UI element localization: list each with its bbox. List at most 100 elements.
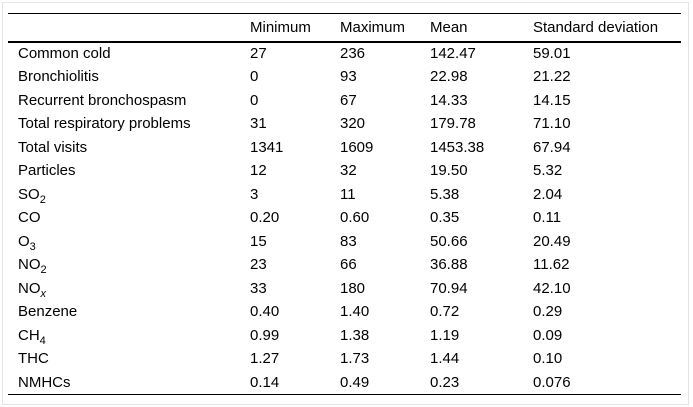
table-row: NO2 23 66 36.88 11.62: [8, 253, 681, 277]
column-header-empty: [8, 14, 250, 42]
cell-max: 1.73: [340, 350, 370, 368]
table-row: CH4 0.99 1.38 1.19 0.09: [8, 324, 681, 348]
cell-min: 0.20: [250, 209, 280, 227]
cell-sd: 71.10: [533, 115, 571, 133]
cell-max: 32: [340, 162, 357, 180]
cell-max: 11: [340, 185, 356, 203]
cell-sd: 0.076: [533, 373, 571, 391]
cell-min: 33: [250, 279, 267, 297]
table-row: Particles 12 32 19.50 5.32: [8, 159, 681, 183]
row-label: SO2: [18, 185, 46, 206]
row-label: NOx: [18, 279, 47, 300]
cell-min: 0: [250, 91, 259, 109]
row-label: Particles: [18, 162, 76, 180]
cell-max: 93: [340, 68, 357, 86]
label-subscript: x: [40, 287, 47, 300]
cell-sd: 5.32: [533, 162, 563, 180]
table-row: Recurrent bronchospasm 0 67 14.33 14.15: [8, 89, 681, 113]
cell-max: 180: [340, 279, 366, 297]
row-label: NMHCs: [18, 373, 71, 391]
cell-min: 0.14: [250, 373, 280, 391]
table-row: NMHCs 0.14 0.49 0.23 0.076: [8, 371, 681, 395]
statistics-table: Minimum Maximum Mean Standard deviation …: [8, 13, 681, 395]
table-row: Bronchiolitis 0 93 22.98 21.22: [8, 65, 681, 89]
cell-min: 15: [250, 232, 267, 250]
cell-sd: 2.04: [533, 185, 563, 203]
column-header-standard-deviation: Standard deviation: [533, 18, 659, 36]
cell-sd: 0.10: [533, 350, 563, 368]
cell-sd: 20.49: [533, 232, 571, 250]
cell-sd: 67.94: [533, 138, 571, 156]
cell-max: 1.40: [340, 303, 370, 321]
table-row: Benzene 0.40 1.40 0.72 0.29: [8, 300, 681, 324]
cell-mean: 1.44: [430, 350, 460, 368]
row-label: Total visits: [18, 138, 88, 156]
table-row: NOx 33 180 70.94 42.10: [8, 277, 681, 301]
cell-mean: 0.23: [430, 373, 460, 391]
cell-sd: 21.22: [533, 68, 571, 86]
cell-sd: 14.15: [533, 91, 571, 109]
cell-sd: 42.10: [533, 279, 571, 297]
row-label: Total respiratory problems: [18, 115, 191, 133]
cell-sd: 59.01: [533, 45, 571, 63]
cell-max: 67: [340, 91, 357, 109]
cell-sd: 0.11: [533, 209, 562, 227]
column-header-maximum: Maximum: [340, 18, 406, 36]
cell-mean: 14.33: [430, 91, 468, 109]
cell-min: 23: [250, 256, 267, 274]
cell-mean: 142.47: [430, 45, 476, 63]
row-label: Recurrent bronchospasm: [18, 91, 187, 109]
cell-max: 66: [340, 256, 357, 274]
cell-max: 236: [340, 45, 366, 63]
table-row: SO2 3 11 5.38 2.04: [8, 183, 681, 207]
cell-mean: 50.66: [430, 232, 468, 250]
label-subscript: 4: [39, 334, 46, 347]
row-label: Benzene: [18, 303, 78, 321]
cell-min: 27: [250, 45, 267, 63]
table-row: O3 15 83 50.66 20.49: [8, 230, 681, 254]
row-label: CH4: [18, 326, 46, 347]
label-subscript: 2: [40, 264, 47, 277]
cell-max: 1609: [340, 138, 374, 156]
cell-min: 31: [250, 115, 267, 133]
column-header-mean: Mean: [430, 18, 468, 36]
cell-mean: 70.94: [430, 279, 468, 297]
cell-mean: 1453.38: [430, 138, 485, 156]
cell-min: 3: [250, 185, 259, 203]
cell-min: 0.40: [250, 303, 280, 321]
row-label: O3: [18, 232, 36, 253]
cell-max: 83: [340, 232, 357, 250]
cell-mean: 179.78: [430, 115, 476, 133]
cell-mean: 0.72: [430, 303, 460, 321]
column-header-minimum: Minimum: [250, 18, 311, 36]
cell-min: 1341: [250, 138, 284, 156]
cell-max: 0.60: [340, 209, 370, 227]
table-row: Total respiratory problems 31 320 179.78 71.…: [8, 112, 681, 136]
cell-mean: 0.35: [430, 209, 460, 227]
cell-mean: 22.98: [430, 68, 468, 86]
cell-min: 0: [250, 68, 259, 86]
table-row: THC 1.27 1.73 1.44 0.10: [8, 347, 681, 371]
row-label: CO: [18, 209, 41, 227]
row-label: NO2: [18, 256, 47, 277]
cell-max: 0.49: [340, 373, 370, 391]
cell-mean: 5.38: [430, 185, 460, 203]
label-subscript: 3: [29, 240, 36, 253]
header-row: Minimum Maximum Mean Standard deviation: [8, 13, 681, 42]
table-row: CO 0.20 0.60 0.35 0.11: [8, 206, 681, 230]
cell-min: 12: [250, 162, 267, 180]
cell-sd: 0.29: [533, 303, 563, 321]
table-row: Common cold 27 236 142.47 59.01: [8, 42, 681, 66]
cell-min: 0.99: [250, 326, 280, 344]
label-subscript: 2: [39, 193, 46, 206]
table-row: Total visits 1341 1609 1453.38 67.94: [8, 136, 681, 160]
cell-min: 1.27: [250, 350, 280, 368]
cell-sd: 11.62: [533, 256, 570, 274]
row-label: Common cold: [18, 45, 111, 63]
cell-mean: 36.88: [430, 256, 468, 274]
cell-mean: 19.50: [430, 162, 468, 180]
cell-max: 1.38: [340, 326, 370, 344]
cell-sd: 0.09: [533, 326, 563, 344]
row-label: Bronchiolitis: [18, 68, 99, 86]
